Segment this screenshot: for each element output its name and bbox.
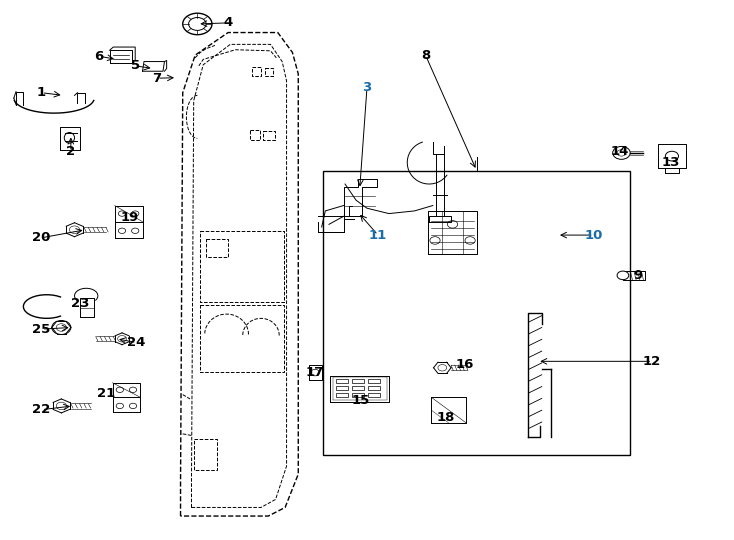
Bar <box>352 393 364 397</box>
Bar <box>336 393 348 397</box>
Text: 13: 13 <box>661 156 680 169</box>
Text: 21: 21 <box>97 387 115 400</box>
Bar <box>368 379 380 383</box>
Bar <box>323 171 631 455</box>
Text: 6: 6 <box>94 50 103 63</box>
Text: 24: 24 <box>128 336 146 349</box>
Text: 10: 10 <box>584 228 603 241</box>
Text: 14: 14 <box>610 145 628 158</box>
Bar <box>336 386 348 390</box>
Text: 5: 5 <box>131 59 139 72</box>
Text: 3: 3 <box>363 81 371 94</box>
Bar <box>352 379 364 383</box>
Text: 25: 25 <box>32 322 51 335</box>
Bar <box>368 393 380 397</box>
Circle shape <box>617 271 629 280</box>
Circle shape <box>613 146 631 159</box>
Bar <box>368 386 380 390</box>
Text: 1: 1 <box>37 86 46 99</box>
Bar <box>336 379 348 383</box>
Circle shape <box>183 13 212 35</box>
Text: 15: 15 <box>352 394 370 407</box>
Circle shape <box>52 321 71 334</box>
Text: 19: 19 <box>120 211 139 224</box>
Text: 18: 18 <box>437 411 455 424</box>
Text: 4: 4 <box>223 16 233 29</box>
Text: 17: 17 <box>305 366 324 379</box>
Text: 23: 23 <box>71 297 90 310</box>
Text: 16: 16 <box>455 357 473 370</box>
Bar <box>352 386 364 390</box>
Text: 2: 2 <box>66 145 76 158</box>
Text: 9: 9 <box>633 269 642 282</box>
Text: 12: 12 <box>643 355 661 368</box>
Text: 11: 11 <box>369 228 387 241</box>
Text: 7: 7 <box>153 72 161 85</box>
Text: 20: 20 <box>32 231 51 244</box>
Text: 22: 22 <box>32 403 51 416</box>
Text: 8: 8 <box>421 49 430 62</box>
